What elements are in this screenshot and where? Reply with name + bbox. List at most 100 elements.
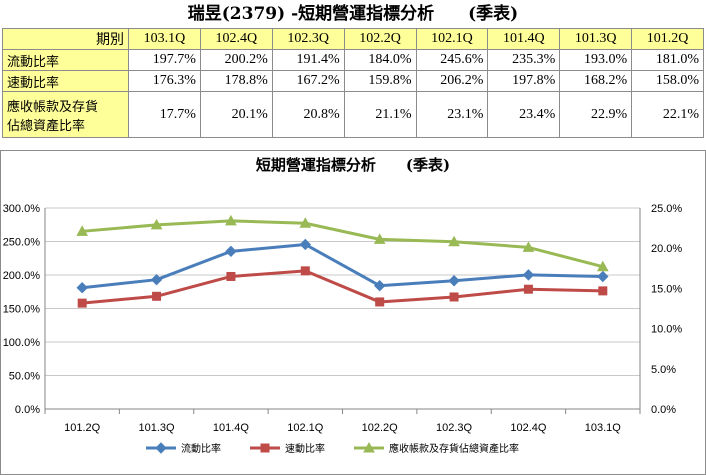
data-point (597, 270, 609, 283)
data-point (448, 275, 460, 287)
chart-title: 短期營運指標分析 (季表) (256, 156, 450, 174)
y-right-tick-label: 20.0% (651, 243, 682, 255)
data-point (299, 238, 312, 251)
data-point (150, 218, 163, 230)
data-point (448, 235, 460, 247)
data-point (152, 291, 162, 301)
y-left-tick-label: 100.0% (3, 337, 41, 349)
x-tick-label: 101.2Q (64, 422, 101, 434)
x-tick-label: 102.1Q (287, 422, 324, 434)
data-point (363, 441, 375, 453)
x-tick-label: 102.2Q (362, 422, 399, 434)
row-label-line: 應收帳款及存貨 (7, 99, 99, 115)
data-point (373, 280, 386, 292)
data-point (260, 443, 270, 453)
table-cell: 167.2% (271, 70, 345, 92)
x-tick-label: 102.4Q (510, 422, 547, 434)
table-row: 應收帳款及存貨 佔總資產比率 17.7% 20.1% 20.8% 21.1% 23.1% 23… (2, 91, 704, 138)
data-point (598, 286, 608, 296)
row-label: 速動比率 (2, 70, 129, 92)
line-chart: 短期營運指標分析 (季表) 0.0% 50.0% 100.0% 150.0% 200.0… (0, 150, 706, 475)
legend-label: 應收帳款及存貨佔總資產比率 (389, 442, 519, 455)
table-cell: 176.3% (128, 70, 201, 92)
y-right-tick-label: 15.0% (651, 283, 682, 295)
table-title: 瑞昱(2379) -短期營運指標分析 (季表) (187, 4, 519, 24)
chart-frame (0, 150, 706, 475)
row-label-line: 速動比率 (7, 75, 60, 91)
row-label: 應收帳款及存貨 佔總資產比率 (2, 91, 129, 138)
y-right-tick-label: 10.0% (651, 324, 682, 336)
y-left-tick-label: 250.0% (3, 237, 41, 249)
y-left-tick-label: 300.0% (3, 203, 41, 215)
series-line (82, 242, 603, 290)
data-point (76, 282, 88, 294)
data-point (522, 269, 535, 281)
data-point (596, 260, 609, 272)
table-cell: 168.2% (559, 70, 633, 92)
table-cell: 235.3% (487, 49, 561, 71)
x-tick-label: 103.1Q (585, 422, 622, 434)
data-point (300, 266, 310, 276)
data-point (522, 241, 535, 252)
table-cell: 21.1% (343, 91, 417, 138)
column-header: 102.3Q (271, 28, 345, 50)
data-point (299, 217, 312, 228)
y-left-tick-label: 0.0% (15, 404, 40, 416)
column-header: 102.2Q (343, 28, 417, 50)
table-cell: 193.0% (559, 49, 633, 71)
table-cell: 20.8% (271, 91, 345, 138)
table-cell: 17.7% (128, 91, 201, 138)
indicator-table: 期別 103.1Q 102.4Q 102.3Q 102.2Q 102.1Q 101.4Q 10… (2, 28, 704, 138)
column-header: 101.4Q (487, 28, 561, 50)
row-label-line: 流動比率 (7, 54, 60, 70)
data-point (375, 297, 385, 307)
x-tick-label: 101.4Q (213, 422, 250, 434)
table-cell: 206.2% (415, 70, 489, 92)
table-cell: 184.0% (343, 49, 417, 71)
y-left-tick-label: 50.0% (9, 371, 40, 383)
y-left-tick-label: 200.0% (3, 270, 41, 282)
table-cell: 200.2% (199, 49, 273, 71)
row-label-line: 佔總資產比率 (7, 118, 86, 134)
data-point (76, 225, 89, 236)
table-row: 速動比率 176.3% 178.8% 167.2% 159.8% 206.2% 197.8%… (2, 70, 704, 92)
data-point (225, 245, 237, 258)
column-header: 102.1Q (415, 28, 489, 50)
table-cell: 23.4% (487, 91, 561, 138)
data-point (155, 442, 167, 454)
series-line (82, 269, 603, 305)
row-label: 流動比率 (2, 49, 129, 71)
column-header: 102.4Q (199, 28, 273, 50)
legend-label: 速動比率 (285, 442, 325, 455)
table-cell: 245.6% (415, 49, 489, 71)
table-cell: 158.0% (631, 70, 704, 92)
table-cell: 197.7% (128, 49, 201, 71)
data-point (373, 233, 386, 244)
table-cell: 22.1% (631, 91, 704, 138)
data-point (150, 273, 163, 286)
y-right-tick-label: 0.0% (651, 404, 676, 416)
y-right-tick-label: 25.0% (651, 203, 682, 215)
table-cell: 191.4% (271, 49, 345, 71)
table-cell: 159.8% (343, 70, 417, 92)
table-cell: 20.1% (199, 91, 273, 138)
y-right-tick-label: 5.0% (651, 364, 676, 376)
table-cell: 178.8% (199, 70, 273, 92)
data-point (77, 298, 87, 308)
y-left-tick-label: 150.0% (3, 304, 41, 316)
table-row: 流動比率 197.7% 200.2% 191.4% 184.0% 245.6% 235.3%… (2, 49, 704, 71)
data-point (523, 284, 533, 294)
table-header-row: 期別 103.1Q 102.4Q 102.3Q 102.2Q 102.1Q 101.4Q 10… (2, 28, 704, 50)
x-tick-label: 102.3Q (436, 422, 473, 434)
column-header: 101.3Q (559, 28, 633, 50)
data-point (226, 271, 236, 281)
table-cell: 181.0% (631, 49, 704, 71)
data-point (225, 214, 237, 226)
table-cell: 23.1% (415, 91, 489, 138)
data-point (449, 292, 459, 302)
table-cell: 197.8% (487, 70, 561, 92)
column-header: 103.1Q (128, 28, 201, 50)
table-cell: 22.9% (559, 91, 633, 138)
column-header: 101.2Q (631, 28, 704, 50)
legend-label: 流動比率 (181, 442, 221, 455)
